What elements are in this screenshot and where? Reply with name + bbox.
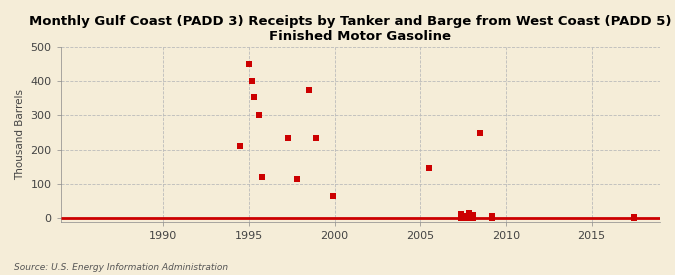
Point — [244, 62, 254, 66]
Point — [254, 113, 265, 118]
Y-axis label: Thousand Barrels: Thousand Barrels — [15, 89, 25, 180]
Point — [456, 215, 467, 220]
Point — [464, 211, 475, 215]
Point — [292, 177, 302, 181]
Point — [487, 213, 497, 218]
Point — [249, 94, 260, 99]
Point — [468, 215, 479, 220]
Point — [460, 213, 470, 218]
Title: Monthly Gulf Coast (PADD 3) Receipts by Tanker and Barge from West Coast (PADD 5: Monthly Gulf Coast (PADD 3) Receipts by … — [29, 15, 675, 43]
Point — [460, 215, 470, 220]
Point — [304, 87, 315, 92]
Point — [423, 165, 434, 170]
Point — [487, 215, 497, 220]
Point — [475, 130, 485, 135]
Point — [246, 79, 257, 83]
Point — [327, 194, 338, 198]
Point — [468, 213, 479, 217]
Point — [256, 175, 267, 179]
Point — [283, 136, 294, 140]
Point — [235, 144, 246, 148]
Point — [464, 215, 475, 220]
Point — [310, 136, 321, 140]
Point — [629, 214, 640, 219]
Point — [629, 215, 640, 220]
Text: Source: U.S. Energy Information Administration: Source: U.S. Energy Information Administ… — [14, 263, 227, 272]
Point — [456, 212, 467, 216]
